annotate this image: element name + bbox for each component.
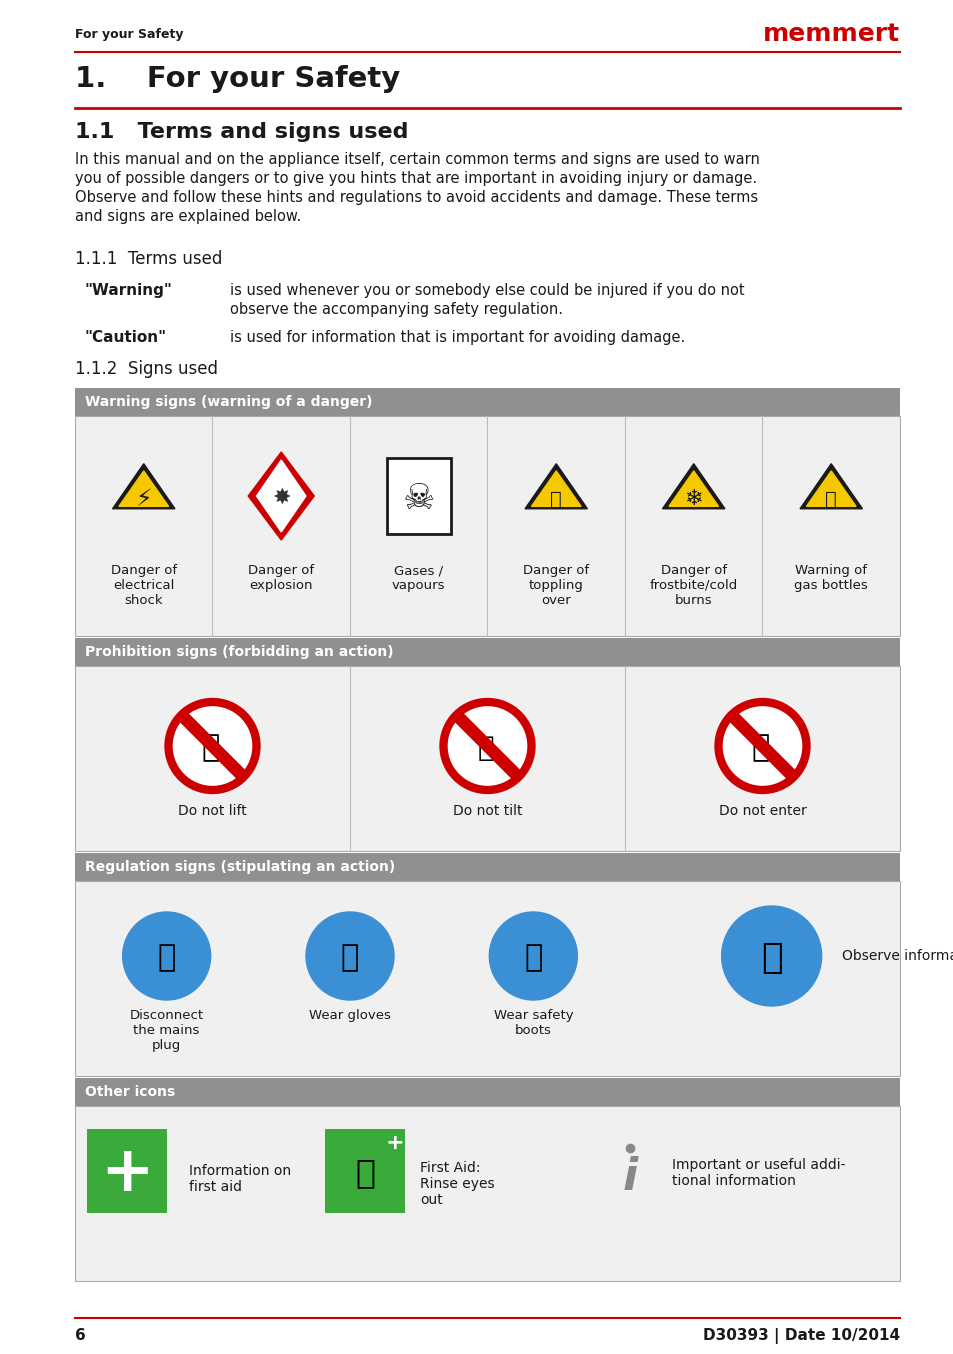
Polygon shape [661, 463, 724, 509]
Text: Warning of
gas bottles: Warning of gas bottles [794, 565, 867, 592]
Text: For your Safety: For your Safety [75, 28, 183, 41]
Text: and signs are explained below.: and signs are explained below. [75, 209, 301, 223]
Text: 👁: 👁 [355, 1156, 375, 1190]
Circle shape [443, 701, 531, 789]
Text: Prohibition signs (forbidding an action): Prohibition signs (forbidding an action) [85, 645, 394, 659]
Circle shape [169, 701, 256, 789]
Text: Danger of
explosion: Danger of explosion [248, 565, 314, 592]
Text: i: i [621, 1156, 637, 1200]
Text: 🧴: 🧴 [824, 490, 836, 509]
Text: 🏃: 🏃 [550, 490, 561, 509]
Text: Other icons: Other icons [85, 1085, 175, 1099]
Text: Danger of
frostbite/cold
burns: Danger of frostbite/cold burns [649, 565, 737, 607]
Polygon shape [248, 452, 314, 540]
Text: Wear gloves: Wear gloves [309, 1009, 391, 1022]
Text: First Aid:
Rinse eyes
out: First Aid: Rinse eyes out [419, 1160, 494, 1208]
Text: +: + [100, 1141, 153, 1204]
Text: 📖: 📖 [760, 941, 781, 975]
Text: Wear safety
boots: Wear safety boots [493, 1009, 573, 1037]
Text: ❄: ❄ [683, 489, 702, 509]
Polygon shape [668, 471, 718, 506]
Polygon shape [256, 460, 306, 532]
Text: 1.    For your Safety: 1. For your Safety [75, 65, 400, 93]
Text: Observe and follow these hints and regulations to avoid accidents and damage. Th: Observe and follow these hints and regul… [75, 190, 758, 204]
FancyBboxPatch shape [75, 389, 899, 416]
Polygon shape [800, 463, 862, 509]
FancyBboxPatch shape [386, 458, 450, 533]
Text: +: + [385, 1133, 404, 1154]
Text: Gases /
vapours: Gases / vapours [392, 565, 445, 592]
Text: Regulation signs (stipulating an action): Regulation signs (stipulating an action) [85, 860, 395, 873]
Text: you of possible dangers or to give you hints that are important in avoiding inju: you of possible dangers or to give you h… [75, 171, 757, 185]
Polygon shape [524, 463, 587, 509]
Polygon shape [805, 471, 855, 506]
Text: Danger of
electrical
shock: Danger of electrical shock [111, 565, 176, 607]
Text: is used for information that is important for avoiding damage.: is used for information that is importan… [230, 330, 684, 345]
Text: is used whenever you or somebody else could be injured if you do not: is used whenever you or somebody else co… [230, 283, 744, 298]
FancyBboxPatch shape [75, 1106, 899, 1281]
Text: "Caution": "Caution" [85, 330, 167, 345]
Text: Do not tilt: Do not tilt [453, 804, 521, 818]
Circle shape [306, 913, 394, 1001]
Text: ✋: ✋ [751, 734, 769, 762]
Text: 1.1.1  Terms used: 1.1.1 Terms used [75, 250, 222, 268]
Text: Warning signs (warning of a danger): Warning signs (warning of a danger) [85, 395, 372, 409]
FancyBboxPatch shape [75, 638, 899, 666]
Text: ⚡: ⚡ [135, 487, 152, 510]
Text: 🧤: 🧤 [340, 944, 358, 972]
FancyBboxPatch shape [75, 666, 899, 852]
Text: "Warning": "Warning" [85, 283, 172, 298]
Text: memmert: memmert [762, 22, 899, 46]
Text: Information on
first aid: Information on first aid [189, 1164, 291, 1194]
Text: 🧍: 🧍 [201, 734, 219, 762]
Text: 🔌: 🔌 [157, 944, 175, 972]
FancyBboxPatch shape [75, 853, 899, 881]
Text: 6: 6 [75, 1328, 86, 1343]
Text: D30393 | Date 10/2014: D30393 | Date 10/2014 [702, 1328, 899, 1345]
Text: Do not lift: Do not lift [178, 804, 247, 818]
Text: 1.1   Terms and signs used: 1.1 Terms and signs used [75, 122, 408, 142]
Text: Danger of
toppling
over: Danger of toppling over [522, 565, 589, 607]
Circle shape [718, 701, 805, 789]
FancyBboxPatch shape [75, 1078, 899, 1106]
FancyBboxPatch shape [325, 1129, 405, 1213]
Circle shape [720, 906, 821, 1006]
Text: Important or useful addi-
tional information: Important or useful addi- tional informa… [671, 1158, 844, 1189]
Text: Disconnect
the mains
plug: Disconnect the mains plug [130, 1009, 204, 1052]
Text: 👢: 👢 [523, 944, 542, 972]
Text: 📦: 📦 [476, 734, 494, 762]
Circle shape [489, 913, 577, 1001]
FancyBboxPatch shape [75, 881, 899, 1076]
Text: In this manual and on the appliance itself, certain common terms and signs are u: In this manual and on the appliance itse… [75, 152, 760, 167]
FancyBboxPatch shape [75, 416, 899, 636]
Text: ✸: ✸ [272, 487, 291, 508]
Text: Observe information in separate manual: Observe information in separate manual [841, 949, 953, 963]
Polygon shape [112, 463, 174, 509]
Text: 1.1.2  Signs used: 1.1.2 Signs used [75, 360, 218, 378]
FancyBboxPatch shape [87, 1129, 167, 1213]
Polygon shape [119, 471, 169, 506]
Text: Do not enter: Do not enter [718, 804, 805, 818]
Polygon shape [531, 471, 580, 506]
Circle shape [123, 913, 211, 1001]
Text: ☠: ☠ [402, 482, 435, 516]
Text: observe the accompanying safety regulation.: observe the accompanying safety regulati… [230, 302, 562, 317]
